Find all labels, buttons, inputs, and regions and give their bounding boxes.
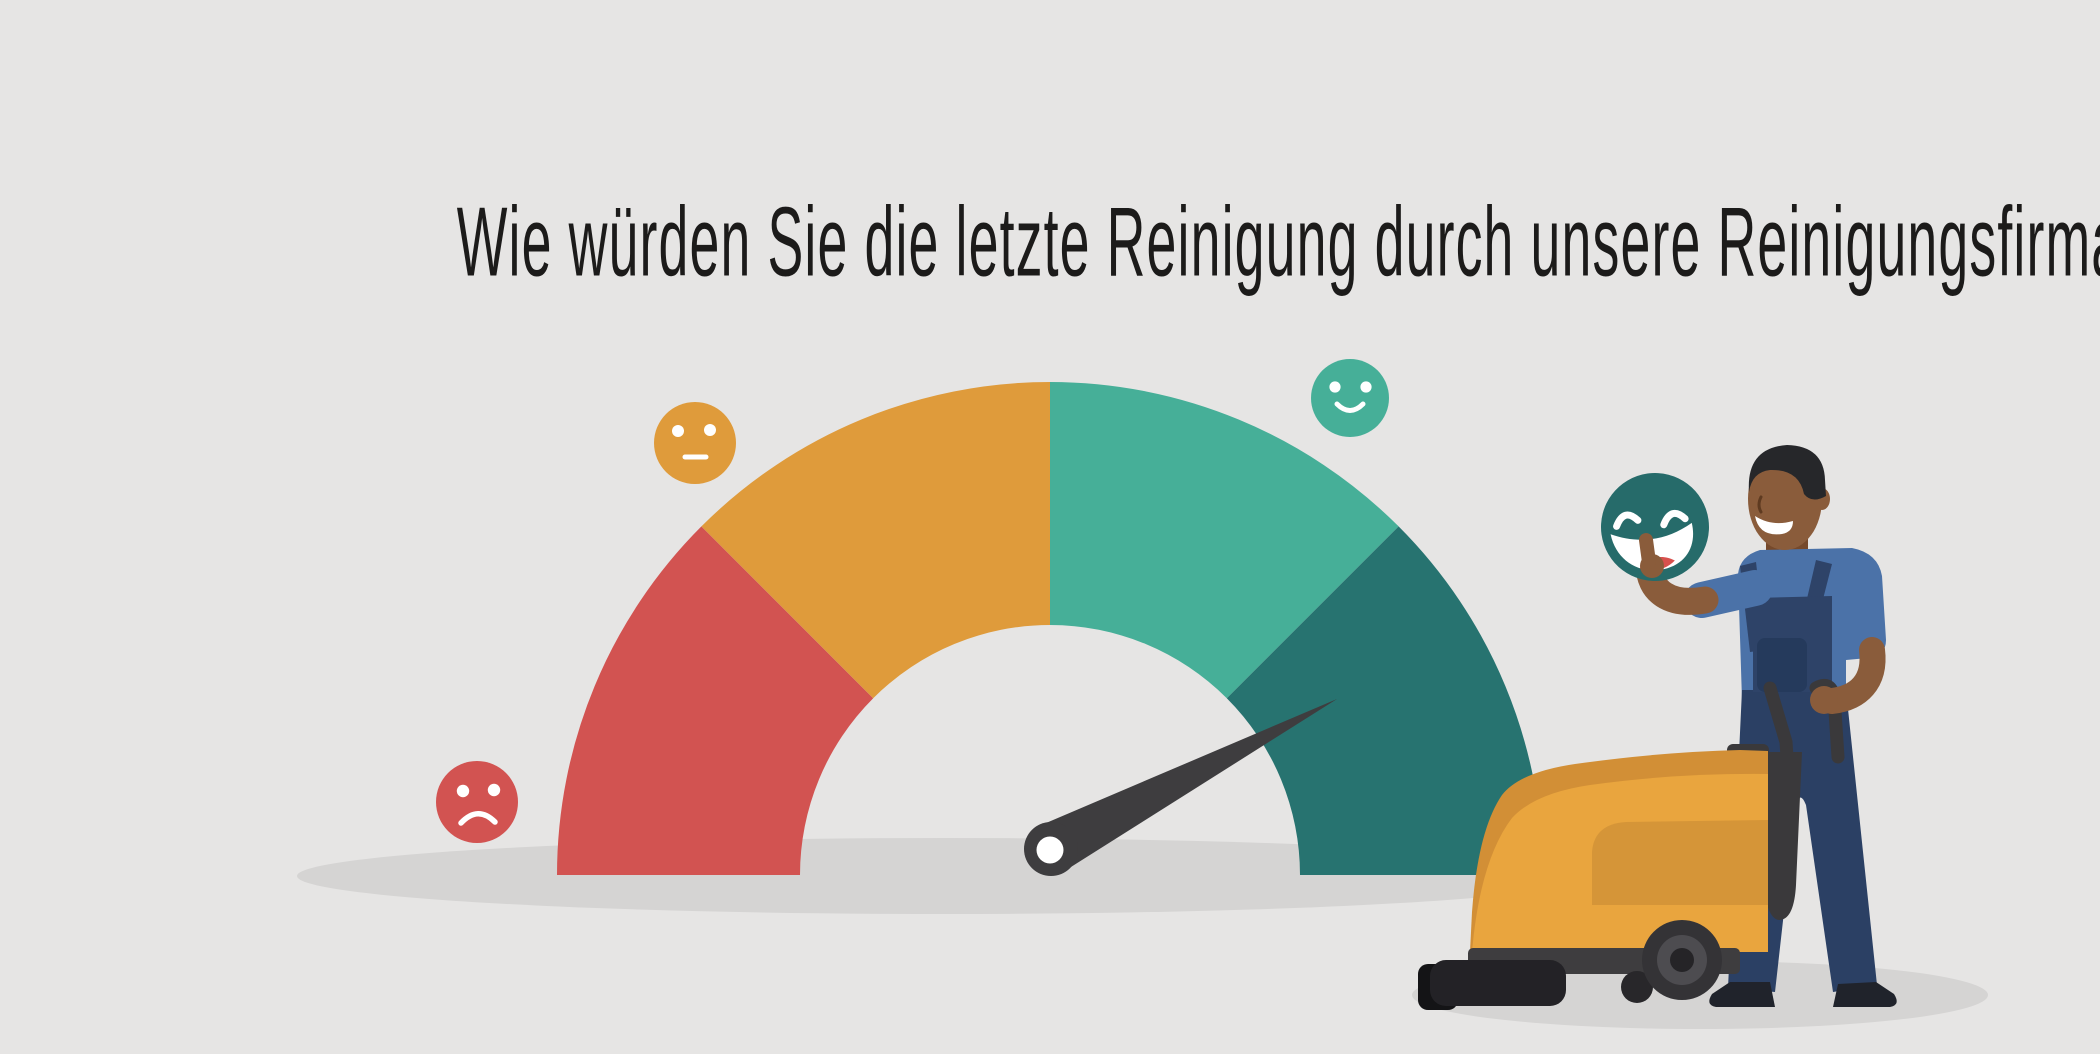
hair <box>1748 445 1826 500</box>
back-shoe <box>1833 982 1897 1007</box>
sad-face-icon <box>436 761 518 843</box>
gauge-segment-very-good <box>1226 526 1543 875</box>
neutral-face-icon <box>654 402 736 484</box>
hand-holding-sign <box>1639 533 1664 578</box>
gauge-segment-good <box>1050 382 1399 699</box>
machine-panel <box>1592 820 1768 905</box>
wheel <box>1642 920 1722 1000</box>
smiling-face-icon <box>1311 359 1389 437</box>
gauge-needle <box>1024 699 1337 876</box>
front-shoe <box>1709 982 1775 1007</box>
closed-eye <box>1757 495 1763 514</box>
floor-scrubber-machine <box>1418 750 1768 1010</box>
handle-shaft <box>1760 752 1802 920</box>
rear-wheel <box>1621 971 1653 1003</box>
right-forearm <box>1810 637 1886 714</box>
smile <box>1755 516 1793 535</box>
rating-gauge <box>557 382 1543 875</box>
needle-hub <box>1036 836 1064 864</box>
bib-pocket <box>1757 638 1807 692</box>
gauge-segment-bad <box>701 382 1050 699</box>
squeegee <box>1430 960 1566 1006</box>
survey-question-title: Wie würden Sie die letzte Reinigung durc… <box>456 187 2100 298</box>
gauge-segment-very-bad <box>557 526 874 875</box>
